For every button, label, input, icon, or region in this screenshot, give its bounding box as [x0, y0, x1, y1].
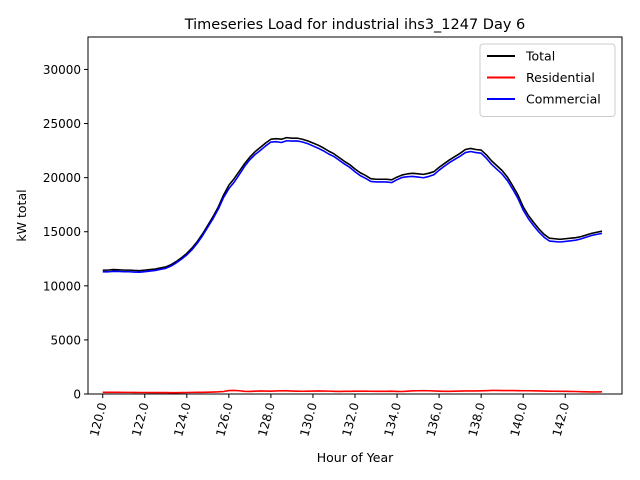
- y-tick-label: 25000: [43, 117, 81, 131]
- y-tick-label: 5000: [50, 333, 81, 347]
- series-line-residential: [102, 389, 603, 394]
- y-tick-label: 10000: [43, 279, 81, 293]
- y-tick-label: 30000: [43, 63, 81, 77]
- series-layer: [102, 136, 603, 394]
- series-line-total: [102, 136, 603, 272]
- legend-label-residential: Residential: [526, 70, 595, 85]
- y-axis-label: kW total: [14, 189, 29, 241]
- plot-area: [87, 36, 623, 395]
- y-tick-label: 15000: [43, 225, 81, 239]
- legend-label-total: Total: [525, 49, 555, 64]
- y-tick-label: 20000: [43, 171, 81, 185]
- chart-title: Timeseries Load for industrial ihs3_1247…: [184, 17, 526, 33]
- legend: Total Residential Commercial: [479, 43, 616, 117]
- y-axis: 0 5000 10000 15000 20000 25000 30000: [43, 63, 88, 402]
- y-tick-label: 0: [73, 388, 81, 402]
- x-axis-label: Hour of Year: [317, 450, 394, 465]
- series-line-commercial: [102, 139, 603, 273]
- legend-label-commercial: Commercial: [526, 92, 601, 107]
